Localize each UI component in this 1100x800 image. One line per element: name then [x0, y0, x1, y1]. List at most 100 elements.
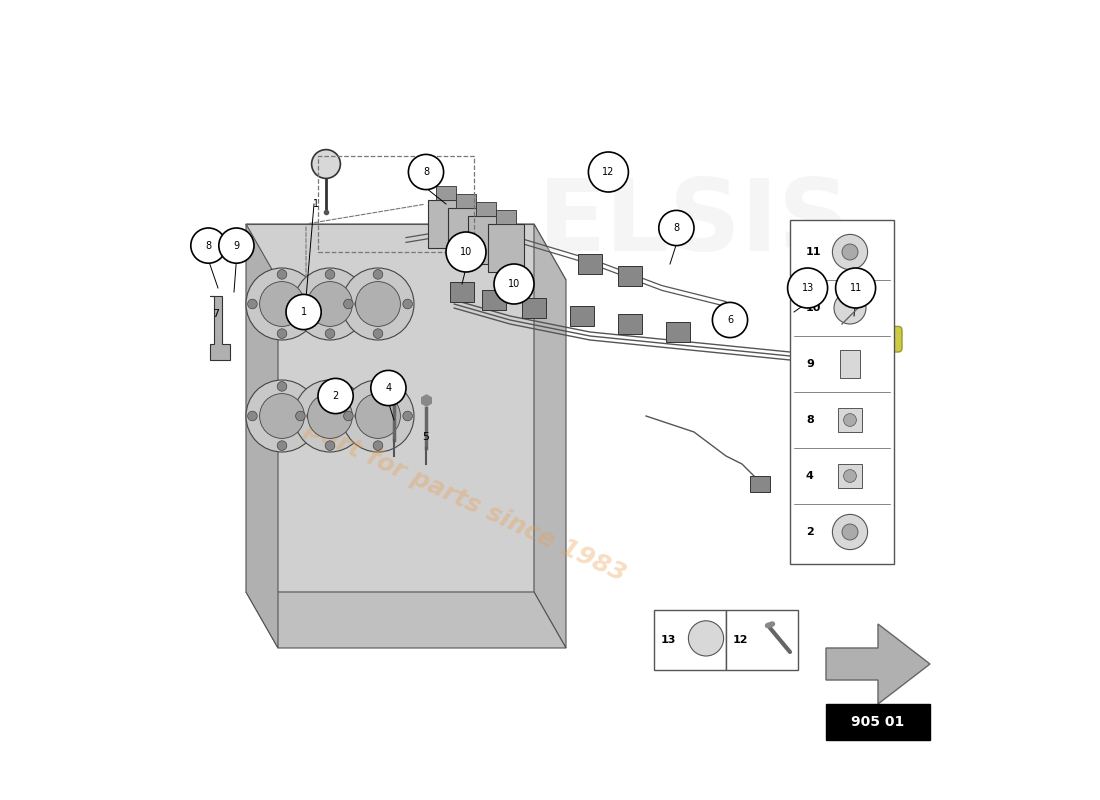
Circle shape — [373, 270, 383, 279]
Text: 9: 9 — [806, 359, 814, 369]
Circle shape — [373, 441, 383, 450]
Text: 10: 10 — [806, 303, 822, 313]
Circle shape — [833, 234, 868, 270]
Circle shape — [836, 268, 876, 308]
Circle shape — [296, 299, 305, 309]
Circle shape — [689, 621, 724, 656]
Circle shape — [326, 382, 334, 391]
Circle shape — [373, 329, 383, 338]
Circle shape — [844, 414, 857, 426]
Text: 2: 2 — [806, 527, 814, 537]
Bar — [522, 298, 546, 318]
Circle shape — [833, 514, 868, 550]
Circle shape — [260, 394, 305, 438]
Circle shape — [248, 411, 257, 421]
Circle shape — [408, 154, 443, 190]
Text: 4: 4 — [385, 383, 392, 393]
Circle shape — [190, 228, 226, 263]
Bar — [826, 704, 930, 740]
Bar — [482, 290, 506, 310]
Circle shape — [588, 152, 628, 192]
Text: 8: 8 — [206, 241, 211, 250]
Polygon shape — [246, 224, 566, 280]
Circle shape — [246, 268, 318, 340]
Bar — [838, 408, 862, 432]
Text: 9: 9 — [233, 241, 240, 250]
Circle shape — [494, 264, 534, 304]
Text: 6: 6 — [727, 315, 733, 325]
Text: 8: 8 — [673, 223, 680, 233]
Circle shape — [277, 270, 287, 279]
Bar — [838, 464, 862, 488]
Circle shape — [308, 282, 352, 326]
Circle shape — [308, 394, 352, 438]
Circle shape — [343, 299, 353, 309]
Text: 7: 7 — [212, 310, 219, 319]
Circle shape — [326, 270, 334, 279]
Bar — [840, 350, 859, 378]
Circle shape — [403, 299, 412, 309]
Text: 8: 8 — [422, 167, 429, 177]
Circle shape — [326, 441, 334, 450]
Bar — [428, 200, 463, 248]
Circle shape — [842, 524, 858, 540]
Circle shape — [355, 282, 400, 326]
Circle shape — [248, 299, 257, 309]
Circle shape — [373, 382, 383, 391]
Circle shape — [286, 294, 321, 330]
Circle shape — [277, 382, 287, 391]
Text: 2: 2 — [332, 391, 339, 401]
Circle shape — [296, 411, 305, 421]
Bar — [318, 156, 474, 252]
Circle shape — [844, 470, 857, 482]
Text: 8: 8 — [806, 415, 814, 425]
Circle shape — [294, 380, 366, 452]
Bar — [456, 194, 475, 208]
Text: 10: 10 — [508, 279, 520, 289]
Bar — [750, 476, 770, 492]
Polygon shape — [210, 296, 230, 360]
Text: ELSIS: ELSIS — [538, 175, 850, 273]
Text: 10: 10 — [460, 247, 472, 257]
Circle shape — [403, 411, 412, 421]
Circle shape — [446, 232, 486, 272]
Text: 13: 13 — [802, 283, 814, 293]
Bar — [618, 314, 642, 334]
Text: 905 01: 905 01 — [851, 714, 904, 729]
Circle shape — [318, 378, 353, 414]
Circle shape — [659, 210, 694, 246]
Circle shape — [713, 302, 748, 338]
Bar — [488, 224, 524, 272]
Bar — [496, 210, 516, 224]
Polygon shape — [246, 592, 566, 648]
Text: 13: 13 — [660, 635, 675, 645]
Bar — [450, 282, 474, 302]
Text: a part for parts since 1983: a part for parts since 1983 — [278, 406, 630, 586]
Bar — [654, 610, 726, 670]
Circle shape — [788, 268, 827, 308]
Circle shape — [311, 150, 340, 178]
Circle shape — [834, 292, 866, 324]
Circle shape — [294, 268, 366, 340]
Circle shape — [307, 299, 317, 309]
Circle shape — [842, 244, 858, 260]
Bar — [476, 202, 496, 216]
Text: 11: 11 — [806, 247, 822, 257]
Circle shape — [307, 411, 317, 421]
Circle shape — [219, 228, 254, 263]
Circle shape — [355, 411, 364, 421]
Bar — [570, 306, 594, 326]
Bar — [469, 216, 504, 264]
Circle shape — [371, 370, 406, 406]
Polygon shape — [826, 624, 930, 704]
Text: 5: 5 — [422, 432, 429, 442]
Polygon shape — [246, 224, 534, 592]
Circle shape — [355, 299, 364, 309]
Circle shape — [355, 394, 400, 438]
FancyBboxPatch shape — [862, 326, 902, 352]
Circle shape — [246, 380, 318, 452]
Circle shape — [260, 282, 305, 326]
Bar — [666, 322, 690, 342]
Circle shape — [342, 268, 414, 340]
Text: 1: 1 — [300, 307, 307, 317]
